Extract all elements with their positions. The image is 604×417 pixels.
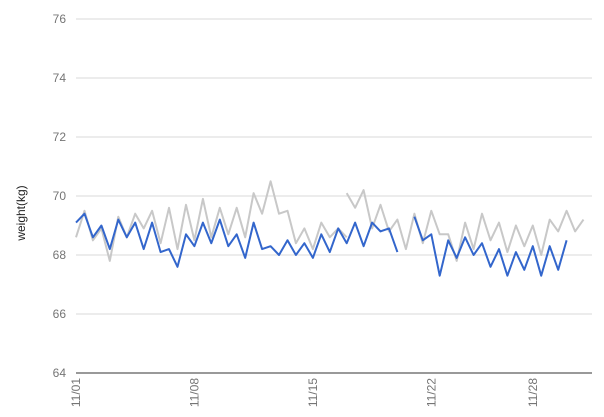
y-tick-label: 68 — [53, 248, 67, 262]
gridlines — [76, 18, 592, 374]
series-line — [75, 212, 399, 268]
x-axis-ticks: 11/01 11/08 11/15 11/22 11/28 — [69, 378, 540, 407]
series-line — [413, 216, 568, 277]
y-axis-label: weight(kg) — [14, 185, 28, 241]
y-tick-label: 72 — [53, 130, 67, 144]
y-tick-label: 64 — [53, 366, 67, 380]
series-0 — [75, 180, 585, 262]
y-tick-label: 74 — [53, 71, 67, 85]
y-tick-label: 66 — [53, 307, 67, 321]
y-tick-label: 70 — [53, 189, 67, 203]
y-tick-label: 76 — [53, 12, 67, 26]
series-1 — [75, 212, 568, 277]
x-tick-label: 11/08 — [187, 378, 201, 407]
x-tick-label: 11/28 — [526, 378, 540, 407]
series-lines — [75, 180, 585, 277]
x-tick-label: 11/01 — [69, 378, 83, 407]
series-line — [345, 189, 585, 262]
y-axis-ticks: 64 66 68 70 72 74 76 — [53, 12, 67, 380]
x-tick-label: 11/22 — [424, 378, 438, 407]
series-line — [75, 180, 348, 262]
x-tick-label: 11/15 — [306, 378, 320, 407]
